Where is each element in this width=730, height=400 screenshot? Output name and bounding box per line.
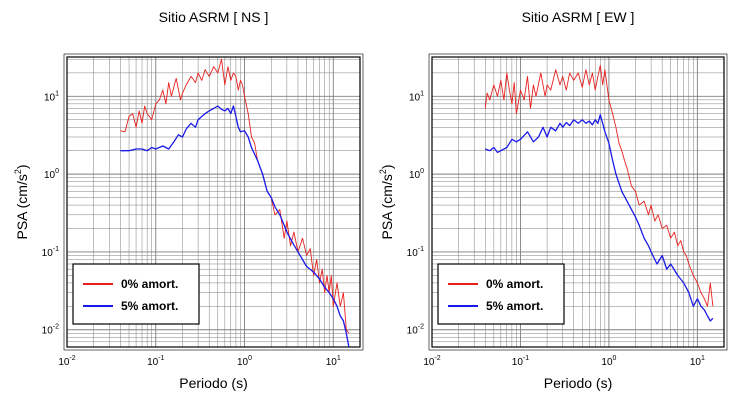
series-line-undamped [484, 64, 714, 307]
legend-box [72, 263, 200, 325]
x-tick-label: 10-2 [58, 355, 75, 368]
x-tick-label: 10-1 [147, 355, 164, 368]
chart-title: Sitio ASRM [ NS ] [159, 9, 269, 25]
x-tick-label: 10-2 [423, 355, 440, 368]
x-tick-label: 101 [326, 355, 341, 368]
y-axis-label: PSA (cm/s2) [378, 164, 395, 239]
y-tick-label: 10-2 [407, 324, 424, 337]
legend: 0% amort. 5% amort. [437, 263, 565, 325]
x-tick-label: 101 [690, 355, 705, 368]
y-tick-label: 100 [409, 168, 424, 181]
chart-1: 10-2 10-1 100 101 10-2 10-1 100 101 Sitio ASRM [… [13, 9, 364, 391]
y-axis-label: PSA (cm/s2) [13, 164, 30, 239]
series-line-damped [485, 114, 714, 322]
y-tick-label: 101 [44, 90, 59, 103]
x-axis-label: Periodo (s) [179, 375, 247, 391]
plot-frame-outer [428, 53, 728, 351]
series-line-undamped [120, 58, 350, 334]
legend-label: 0% amort. [486, 277, 543, 291]
x-tick-label: 10-1 [512, 355, 529, 368]
chart-title: Sitio ASRM [ EW ] [522, 9, 635, 25]
y-tick-label: 100 [44, 168, 59, 181]
legend-label: 5% amort. [121, 299, 178, 313]
y-tick-label: 10-1 [407, 246, 424, 259]
y-tick-label: 101 [409, 90, 424, 103]
series-line-damped [120, 105, 350, 348]
x-axis-label: Periodo (s) [544, 375, 612, 391]
plot-frame [431, 56, 725, 348]
legend-label: 0% amort. [121, 277, 178, 291]
plot-frame [66, 56, 361, 348]
y-tick-label: 10-2 [42, 324, 59, 337]
legend-box [437, 263, 565, 325]
x-tick-label: 100 [601, 355, 616, 368]
x-tick-label: 100 [237, 355, 252, 368]
chart-2: 10-2 10-1 100 101 10-2 10-1 100 101 Sitio ASRM [… [378, 9, 728, 391]
legend: 0% amort. 5% amort. [72, 263, 200, 325]
plot-frame-outer [63, 53, 364, 351]
legend-label: 5% amort. [486, 299, 543, 313]
y-tick-label: 10-1 [42, 246, 59, 259]
